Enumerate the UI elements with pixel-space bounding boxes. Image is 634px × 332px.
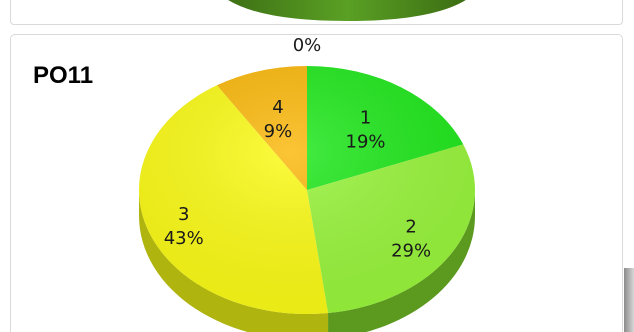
slice-value-label: 0%	[293, 35, 322, 56]
slice-category-label: 1	[360, 107, 371, 128]
pie-slices	[139, 66, 475, 314]
scrollbar-shadow	[624, 268, 634, 332]
slice-category-label: 3	[178, 204, 189, 225]
pie-labels: 119%229%343%49%50%	[164, 35, 431, 261]
slice-value-label: 43%	[164, 228, 204, 249]
slice-value-label: 9%	[264, 121, 293, 142]
slice-category-label: 4	[272, 97, 283, 118]
slice-category-label: 2	[405, 216, 416, 237]
pie-chart: PO11 119%229%343%49%50%	[33, 35, 475, 332]
previous-chart-panel	[10, 0, 623, 25]
slice-value-label: 19%	[346, 131, 386, 152]
chart-title: PO11	[33, 62, 93, 89]
chart-panel: PO11 119%229%343%49%50%	[10, 34, 623, 332]
slice-value-label: 29%	[391, 240, 431, 261]
previous-pie-base	[228, 0, 466, 21]
previous-chart-fragment	[228, 0, 466, 21]
